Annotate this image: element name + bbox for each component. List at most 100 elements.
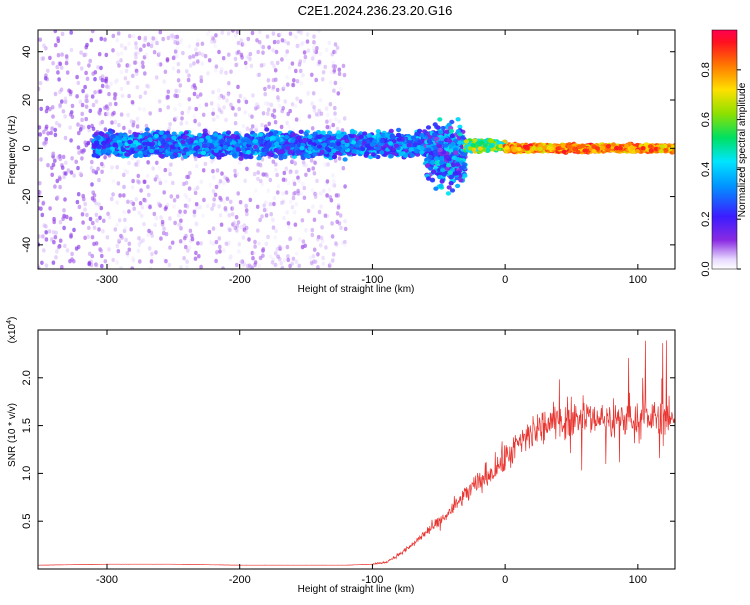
spectrogram-cell xyxy=(46,131,50,136)
spectrogram-cell xyxy=(243,60,248,66)
spectrogram-cell xyxy=(100,169,104,174)
spectrogram-cell xyxy=(266,107,271,112)
spectrogram-cell xyxy=(207,30,212,34)
spectrogram-cell xyxy=(94,241,99,246)
spectrogram-cell xyxy=(164,231,169,237)
spectrogram-cell xyxy=(197,122,201,127)
spectrogram-cell xyxy=(211,36,215,41)
spectrogram-cell xyxy=(180,116,184,121)
spectrogram-cell xyxy=(168,171,172,177)
spectrogram-cell xyxy=(251,256,255,261)
spectrogram-cell xyxy=(288,170,292,175)
spectrogram-cell xyxy=(297,263,302,268)
spectrogram-cell xyxy=(286,257,291,263)
spectrogram-cell xyxy=(200,41,205,46)
spectrogram-cell xyxy=(155,40,159,46)
spectrogram-cell xyxy=(45,105,50,111)
spectrogram-cell xyxy=(76,80,81,86)
spectrogram-cell xyxy=(255,228,260,233)
spectrogram-cell xyxy=(140,205,145,210)
spectrogram-cell xyxy=(75,74,79,80)
spectrogram-cell xyxy=(182,240,187,246)
spectrogram-cell xyxy=(264,127,270,132)
spectrogram-cell xyxy=(237,242,242,247)
spectrogram-cell xyxy=(90,196,95,201)
spectrogram-cell xyxy=(333,105,337,111)
spectrogram-cell xyxy=(139,188,143,193)
spectrogram-cell xyxy=(122,228,127,234)
spectrogram-cell xyxy=(53,132,58,138)
spectrogram-cell xyxy=(173,107,177,112)
spectrogram-cell xyxy=(314,77,319,83)
spectrogram-cell xyxy=(271,218,276,223)
spectrogram-cell xyxy=(304,172,308,177)
spectrogram-cell xyxy=(337,156,342,161)
spectrogram-cell xyxy=(338,213,343,218)
spectrogram-cell xyxy=(174,115,178,121)
spectrogram-cell xyxy=(97,227,101,232)
spectrogram-cell xyxy=(113,119,118,125)
spectrogram-cell xyxy=(194,221,199,227)
spectrogram-cell xyxy=(55,196,59,201)
spectrogram-cell xyxy=(320,130,326,135)
spectrogram-cell xyxy=(248,197,253,203)
spectrogram-cell xyxy=(63,114,67,119)
spectrogram-cell xyxy=(84,98,88,104)
spectrogram-cell xyxy=(173,220,177,226)
spectrogram-cell xyxy=(219,139,225,144)
spectrogram-cell xyxy=(325,119,329,124)
spectrogram-cell xyxy=(134,41,138,46)
spectrogram-cell xyxy=(281,86,286,92)
spectrogram-cell xyxy=(96,65,100,70)
spectrogram-cell xyxy=(87,124,91,130)
spectrogram-cell xyxy=(224,70,228,76)
spectrogram-cell xyxy=(77,204,82,210)
spectrogram-cell xyxy=(186,109,191,114)
spectrogram-cell xyxy=(349,128,355,134)
spectrogram-cell xyxy=(138,63,143,69)
spectrogram-cell xyxy=(332,179,336,184)
spectrogram-cell xyxy=(184,120,189,126)
spectrogram-cell xyxy=(324,106,329,111)
spectrogram-cell xyxy=(213,202,217,207)
spectrogram-cell xyxy=(226,92,230,98)
spectrogram-cell xyxy=(150,233,154,238)
spectrogram-cell xyxy=(105,111,110,117)
spectrogram-cell xyxy=(63,243,67,249)
spectrogram-cell xyxy=(57,175,62,180)
spectrogram-cell xyxy=(316,237,320,242)
spectrogram-cell xyxy=(41,56,45,61)
spectrogram-cell xyxy=(162,190,166,195)
spectrogram-cell xyxy=(273,68,278,73)
spectrogram-cell xyxy=(116,52,120,57)
spectrogram-cell xyxy=(136,159,140,164)
spectrogram-cell xyxy=(277,244,282,250)
spectrogram-cell xyxy=(75,94,79,99)
spectrogram-cell xyxy=(188,63,193,68)
spectrogram-cell xyxy=(199,75,203,80)
spectrogram-cell xyxy=(99,248,103,253)
spectrogram-cell xyxy=(285,210,289,215)
spectrogram-cell xyxy=(236,49,241,55)
spectrogram-cell xyxy=(100,83,105,89)
spectrogram-cell xyxy=(396,127,402,133)
spectrogram-cell xyxy=(321,255,325,261)
spectrogram-cell xyxy=(44,263,49,268)
spectrogram-cell xyxy=(266,111,270,116)
spectrogram-cell xyxy=(168,216,172,221)
spectrogram-cell xyxy=(211,175,216,180)
spectrogram-cell xyxy=(255,204,260,209)
spectrogram-cell xyxy=(127,41,131,46)
spectrogram-cell xyxy=(143,35,148,41)
spectrogram-cell xyxy=(144,127,150,132)
spectrogram-cell xyxy=(341,166,346,171)
spectrogram-cell xyxy=(285,244,290,250)
spectrogram-cell xyxy=(206,71,210,76)
spectrogram-cell xyxy=(196,59,200,64)
spectrogram-cell xyxy=(315,178,319,184)
spectrogram-cell xyxy=(158,180,163,186)
spectrogram-cell xyxy=(276,190,280,195)
spectrogram-cell xyxy=(240,55,244,60)
spectrogram-cell xyxy=(324,245,328,250)
spectrogram-cell xyxy=(335,211,340,216)
